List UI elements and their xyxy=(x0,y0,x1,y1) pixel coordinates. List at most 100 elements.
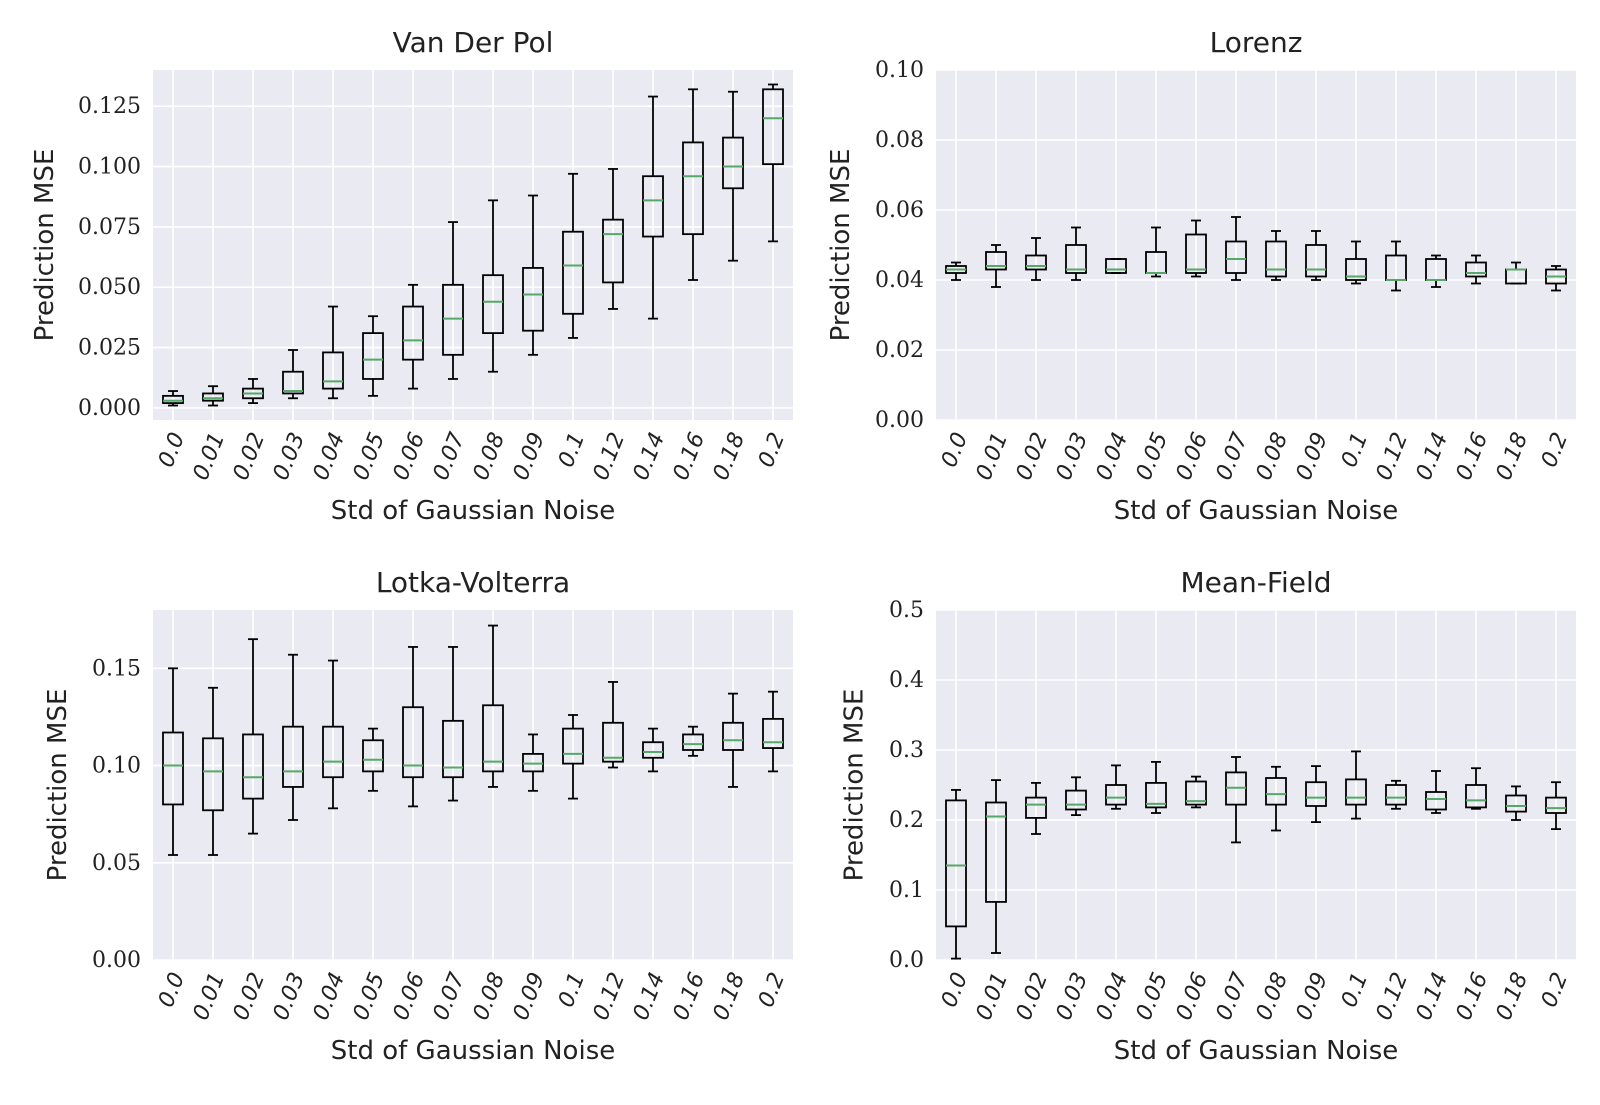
chart-1-xtick-3: 0.03 xyxy=(1052,429,1094,484)
chart-0-box-0-iqr xyxy=(162,394,184,405)
chart-1-ytick-0: 0.00 xyxy=(875,408,924,433)
chart-3-xtick-6: 0.06 xyxy=(1172,969,1214,1024)
chart-3-xtick-10: 0.1 xyxy=(1337,969,1373,1011)
chart-2-xtick-4: 0.04 xyxy=(309,969,351,1024)
chart-2-ytick-1: 0.05 xyxy=(92,851,141,876)
chart-1-box-14 xyxy=(1505,261,1527,285)
chart-0-xtick-9: 0.09 xyxy=(509,429,551,484)
chart-2-box-15 xyxy=(762,690,784,773)
chart-3-box-8-iqr xyxy=(1265,777,1287,806)
chart-2-box-1-iqr xyxy=(202,737,224,812)
chart-0-xtick-6: 0.06 xyxy=(389,429,431,484)
chart-0-title: Van Der Pol xyxy=(393,26,554,59)
chart-0-ytick-5: 0.125 xyxy=(78,94,141,119)
chart-0-box-2 xyxy=(242,378,264,405)
chart-3-xtick-2: 0.02 xyxy=(1012,969,1054,1024)
chart-0-xtick-3: 0.03 xyxy=(269,429,311,484)
chart-1-xlabel: Std of Gaussian Noise xyxy=(1114,496,1398,526)
chart-3-xtick-11: 0.12 xyxy=(1372,969,1414,1024)
chart-3-box-15-iqr xyxy=(1545,796,1567,814)
chart-2-xtick-9: 0.09 xyxy=(509,969,551,1024)
chart-0-box-15 xyxy=(762,83,784,243)
subplot-lorenz: 0.000.020.040.060.080.100.00.010.020.030… xyxy=(826,26,1576,526)
chart-2-box-12-iqr xyxy=(642,741,664,759)
chart-1-box-15 xyxy=(1545,265,1567,292)
chart-2-box-13-iqr xyxy=(682,733,704,751)
chart-1-ytick-3: 0.06 xyxy=(875,198,924,223)
chart-1-box-7-iqr xyxy=(1225,240,1247,274)
chart-2-xtick-15: 0.2 xyxy=(754,969,790,1011)
chart-3-box-11-iqr xyxy=(1385,784,1407,806)
chart-3-box-2-iqr xyxy=(1025,796,1047,819)
chart-1-box-2 xyxy=(1025,237,1047,281)
chart-0-box-5 xyxy=(362,315,384,397)
chart-3-xtick-5: 0.05 xyxy=(1132,969,1174,1024)
chart-3-ytick-0: 0.0 xyxy=(889,948,924,973)
chart-2-box-8-iqr xyxy=(482,704,504,773)
chart-2-box-1 xyxy=(202,686,224,856)
chart-3-ytick-1: 0.1 xyxy=(889,878,924,903)
chart-3-xtick-15: 0.2 xyxy=(1537,969,1573,1011)
chart-0-box-8 xyxy=(482,199,504,373)
chart-1-box-3-iqr xyxy=(1065,244,1087,274)
chart-2-box-8 xyxy=(482,624,504,788)
chart-0-xtick-0: 0.0 xyxy=(154,429,190,471)
chart-2-box-11-iqr xyxy=(602,721,624,763)
chart-0-box-11-iqr xyxy=(602,218,624,284)
chart-0-box-9 xyxy=(522,194,544,356)
chart-3-xtick-4: 0.04 xyxy=(1092,969,1134,1024)
chart-3-box-12 xyxy=(1425,770,1447,814)
chart-1-box-9-iqr xyxy=(1305,244,1327,278)
chart-0-ylabel: Prediction MSE xyxy=(30,149,60,342)
chart-1-xtick-4: 0.04 xyxy=(1092,429,1134,484)
chart-0-box-14-iqr xyxy=(722,136,744,190)
chart-3-box-13-iqr xyxy=(1465,784,1487,809)
chart-2-xtick-10: 0.1 xyxy=(554,969,590,1011)
chart-0-xtick-4: 0.04 xyxy=(309,429,351,484)
chart-0-box-6-iqr xyxy=(402,305,424,361)
chart-3-box-10-iqr xyxy=(1345,778,1367,806)
subplot-van-der-pol: 0.0000.0250.0500.0750.1000.1250.00.010.0… xyxy=(30,26,793,526)
chart-0-box-0 xyxy=(162,390,184,407)
chart-1-box-13 xyxy=(1465,254,1487,285)
chart-2-box-13 xyxy=(682,725,704,757)
chart-1-xtick-12: 0.14 xyxy=(1412,429,1454,484)
chart-1-box-1-iqr xyxy=(985,251,1007,271)
chart-0-xtick-11: 0.12 xyxy=(589,429,631,484)
chart-1-box-4 xyxy=(1105,258,1127,274)
chart-3-xtick-3: 0.03 xyxy=(1052,969,1094,1024)
chart-3-xtick-9: 0.09 xyxy=(1292,969,1334,1024)
chart-0-box-13 xyxy=(682,88,704,281)
subplot-lotka-volterra: 0.000.050.100.150.00.010.020.030.040.050… xyxy=(43,566,793,1066)
chart-0-plot-area xyxy=(153,70,793,420)
chart-3-box-5 xyxy=(1145,761,1167,814)
chart-1-box-4-iqr xyxy=(1105,258,1127,274)
chart-2-box-3 xyxy=(282,653,304,821)
chart-1-xtick-1: 0.01 xyxy=(972,429,1014,484)
chart-0-box-12-iqr xyxy=(642,175,664,238)
chart-1-xtick-2: 0.02 xyxy=(1012,429,1054,484)
chart-1-ytick-2: 0.04 xyxy=(875,268,924,293)
chart-0-box-7-iqr xyxy=(442,283,464,356)
chart-2-box-15-iqr xyxy=(762,717,784,749)
chart-0-box-3-iqr xyxy=(282,370,304,395)
chart-3-ytick-3: 0.3 xyxy=(889,738,924,763)
chart-2-xlabel: Std of Gaussian Noise xyxy=(331,1036,615,1066)
chart-3-box-2 xyxy=(1025,782,1047,835)
chart-0-xtick-15: 0.2 xyxy=(754,429,790,471)
chart-1-box-6-iqr xyxy=(1185,233,1207,274)
chart-1-box-10-iqr xyxy=(1345,258,1367,281)
chart-1-ytick-4: 0.08 xyxy=(875,128,924,153)
chart-1-xtick-14: 0.18 xyxy=(1492,429,1534,484)
chart-0-xtick-12: 0.14 xyxy=(629,429,671,484)
chart-1-xtick-0: 0.0 xyxy=(937,429,973,471)
chart-3-ylabel: Prediction MSE xyxy=(839,689,869,882)
chart-2-xtick-7: 0.07 xyxy=(429,969,471,1024)
chart-1-xtick-10: 0.1 xyxy=(1337,429,1373,471)
chart-2-ytick-3: 0.15 xyxy=(92,656,141,681)
chart-2-xtick-14: 0.18 xyxy=(709,969,751,1024)
chart-2-box-5-iqr xyxy=(362,739,384,773)
chart-0-box-14 xyxy=(722,90,744,262)
chart-3-box-13 xyxy=(1465,767,1487,810)
chart-0-box-8-iqr xyxy=(482,274,504,335)
